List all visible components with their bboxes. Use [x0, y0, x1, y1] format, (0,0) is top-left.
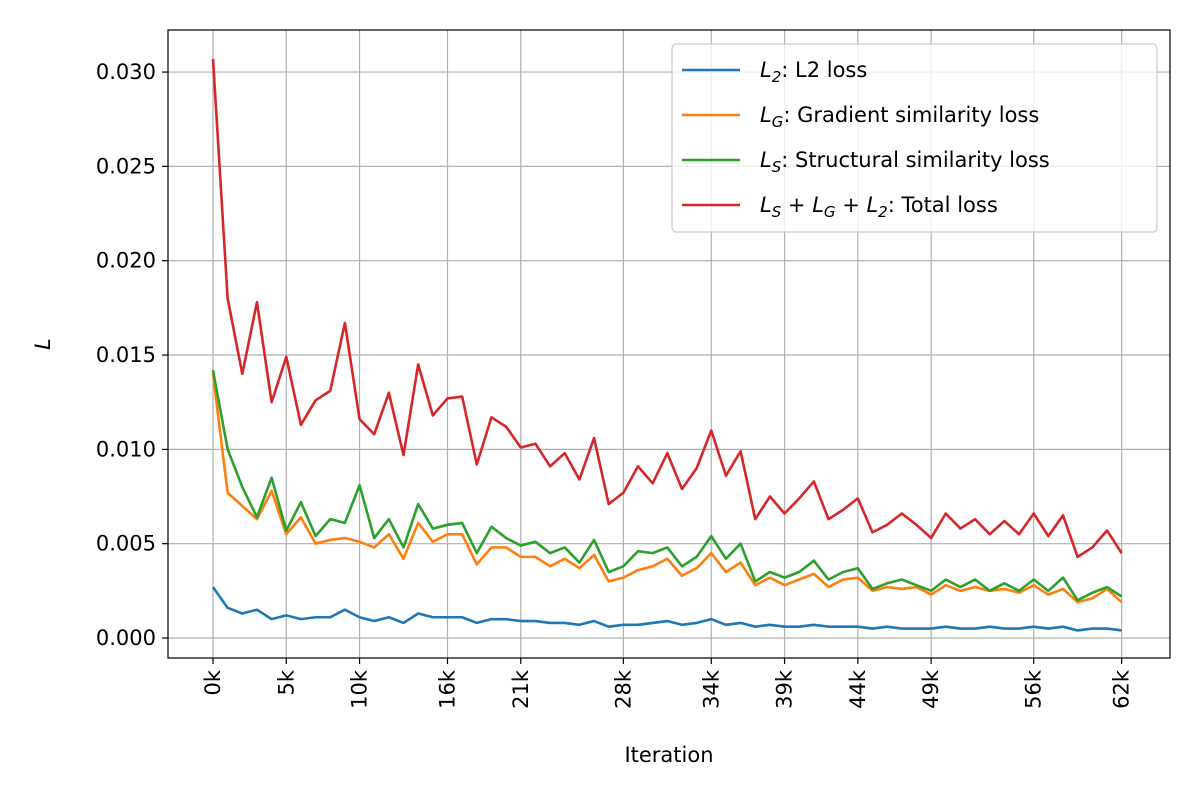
legend-label: LG​: Gradient similarity loss [760, 103, 1039, 131]
plot-frame [167, 29, 1171, 659]
legend-box [671, 43, 1158, 233]
x-tick-label: 44k [846, 669, 870, 709]
x-tick-label: 21k [509, 669, 533, 709]
legend-label: LS​ + LG​ + L2​: Total loss [760, 193, 998, 221]
y-tick-label: 0.030 [96, 60, 156, 84]
x-tick-label: 5k [274, 669, 298, 695]
x-tick-label: 34k [699, 669, 723, 709]
y-tick-label: 0.020 [96, 249, 156, 273]
x-tick-label: 62k [1110, 669, 1134, 709]
y-tick-label: 0.015 [96, 343, 156, 367]
y-tick-label: 0.000 [96, 626, 156, 650]
legend-label: LS​: Structural similarity loss [760, 148, 1050, 176]
legend-label: L2​: L2 loss [760, 58, 867, 86]
y-tick-label: 0.010 [96, 437, 156, 461]
x-tick-label: 28k [611, 669, 635, 709]
x-tick-label: 16k [435, 669, 459, 709]
x-tick-label: 39k [773, 669, 797, 709]
series-line [211, 369, 1123, 602]
y-tick-label: 0.025 [96, 154, 156, 178]
series-line [211, 58, 1123, 559]
x-axis-label: Iteration [624, 743, 713, 767]
y-tick-label: 0.005 [96, 532, 156, 556]
x-tick-label: 49k [919, 669, 943, 709]
series-line [211, 373, 1123, 604]
x-tick-label: 0k [201, 669, 225, 695]
series-line [211, 586, 1122, 632]
x-tick-label: 10k [348, 669, 372, 709]
y-axis-label: L [31, 338, 55, 350]
x-tick-label: 56k [1022, 669, 1046, 709]
